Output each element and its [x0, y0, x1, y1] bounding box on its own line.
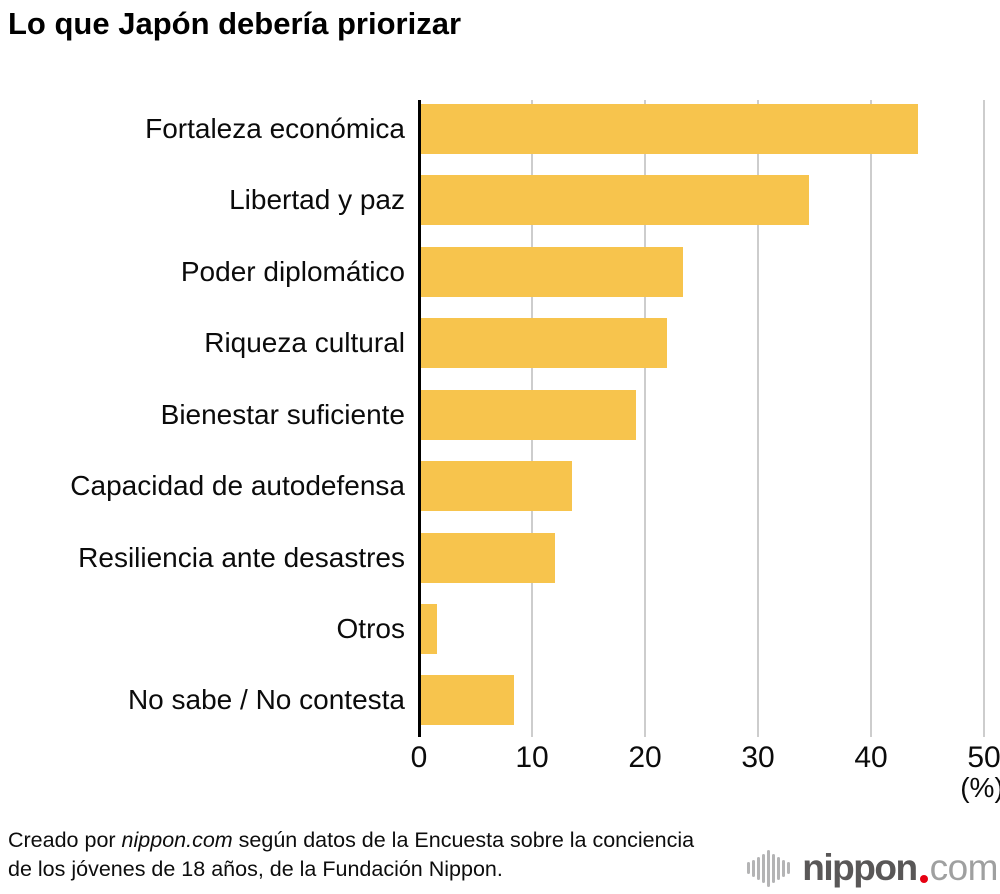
bar-2 [420, 175, 810, 226]
category-label: Riqueza cultural [204, 327, 405, 359]
category-label: Capacidad de autodefensa [70, 470, 405, 502]
x-tick-label: 20 [628, 741, 662, 774]
bar-8 [420, 604, 438, 654]
x-tick-label: 10 [515, 741, 549, 774]
credit-source-name: nippon.com [121, 828, 233, 852]
soundwave-bar [767, 849, 771, 887]
source-credit: Creado por nippon.com según datos de la … [8, 826, 698, 883]
soundwave-bar [772, 853, 776, 883]
x-tick-label: 40 [854, 741, 888, 774]
bar-4 [420, 318, 667, 369]
credit-prefix: Creado por [8, 828, 122, 852]
soundwave-bars-icon [747, 849, 792, 887]
category-label: Bienestar suficiente [160, 398, 405, 430]
axis-unit-label: (%) [960, 772, 1000, 803]
x-tick-label: 30 [741, 741, 775, 774]
category-label: Fortaleza económica [145, 113, 405, 144]
x-tick-label: 50 [967, 741, 1000, 774]
category-label: Otros [336, 613, 405, 644]
x-gridline [757, 100, 759, 737]
bar-1 [420, 104, 918, 154]
category-label: Resiliencia ante desastres [78, 541, 405, 573]
soundwave-bar [757, 856, 761, 880]
soundwave-bar [787, 862, 791, 874]
category-label: Poder diplomático [180, 255, 405, 287]
x-tick-label: 0 [410, 741, 428, 774]
soundwave-bar [777, 856, 781, 880]
category-label: No sabe / No contesta [127, 684, 405, 716]
soundwave-bar [762, 853, 766, 883]
bar-9 [420, 675, 515, 726]
bar-3 [420, 246, 683, 297]
logo-wordmark: nippon [802, 847, 918, 888]
soundwave-bar [752, 859, 756, 877]
soundwave-bar [782, 859, 786, 877]
bar-7 [420, 532, 555, 583]
x-gridline [644, 100, 646, 737]
soundwave-bar [747, 862, 751, 874]
bar-6 [420, 461, 572, 512]
y-axis-line [417, 100, 421, 737]
credit-suffix: según datos de la Encuesta sobre la conc… [8, 828, 695, 881]
logo-red-dot-icon [919, 875, 928, 883]
logo-tld: com [929, 847, 999, 888]
category-label: Libertad y paz [229, 184, 405, 216]
bar-5 [420, 389, 637, 440]
nippon-com-logo: nippon com [747, 846, 999, 890]
x-gridline [870, 100, 872, 737]
x-gridline [983, 100, 985, 737]
chart-title: Lo que Japón debería priorizar [8, 6, 462, 41]
